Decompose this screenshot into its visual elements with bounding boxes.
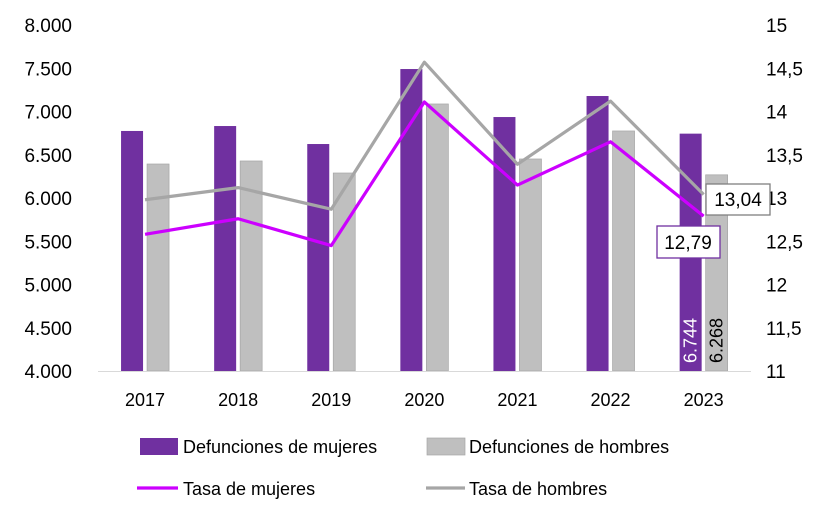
bar-mujeres	[493, 117, 516, 371]
right-tick-label: 12	[766, 276, 787, 297]
bar-hombres	[146, 163, 170, 372]
bar-hombres	[426, 103, 449, 372]
right-tick-label: 15	[766, 16, 787, 37]
x-axis-ticks: 2017 2018 2019 2020 2021 2022 2023	[125, 390, 724, 410]
bar-mujeres	[307, 144, 330, 371]
legend-label: Defunciones de hombres	[469, 437, 669, 457]
x-tick-label: 2023	[684, 390, 724, 410]
lines	[144, 60, 705, 248]
data-labels: 6.744 6.268 13,04 12,79	[656, 183, 771, 363]
right-tick-label: 11,5	[766, 319, 802, 340]
x-tick-label: 2017	[125, 390, 165, 410]
data-label-tasa-hombres-2023: 13,04	[714, 190, 762, 211]
left-tick-label: 6.000	[24, 189, 72, 210]
left-tick-label: 6.500	[24, 146, 72, 167]
bar-hombres	[519, 158, 542, 372]
x-tick-label: 2022	[591, 390, 631, 410]
legend-swatch-hombres	[426, 437, 466, 456]
line-tasa-mujeres	[144, 100, 705, 248]
data-label-tasa-mujeres-2023: 12,79	[664, 233, 712, 254]
left-axis-ticks: 4.000 4.500 5.000 5.500 6.000 6.500 7.000 7.500…	[24, 16, 72, 383]
line-tasa-hombres	[144, 60, 705, 211]
callout-box-hombres	[705, 183, 771, 216]
callout-box-mujeres	[656, 225, 721, 259]
left-tick-label: 7.000	[24, 103, 72, 124]
x-tick-label: 2019	[311, 390, 351, 410]
right-tick-label: 14,5	[766, 59, 803, 80]
bar-mujeres	[214, 126, 237, 371]
x-tick-label: 2018	[218, 390, 258, 410]
bar-mujeres	[586, 96, 609, 371]
legend: Defunciones de mujeres Defunciones de hom…	[137, 437, 669, 499]
right-tick-label: 11	[766, 362, 786, 383]
right-axis-ticks: 11 11,5 12 12,5 13 13,5 14 14,5 15	[766, 16, 803, 383]
legend-label: Tasa de mujeres	[183, 479, 315, 499]
right-tick-label: 14	[766, 103, 788, 124]
data-label-mujeres-2023: 6.744	[681, 318, 701, 363]
legend-swatch-mujeres	[140, 438, 178, 455]
left-tick-label: 8.000	[24, 16, 72, 37]
left-tick-label: 7.500	[24, 59, 72, 80]
left-tick-label: 5.500	[24, 232, 72, 253]
legend-label: Defunciones de mujeres	[183, 437, 377, 457]
x-tick-label: 2021	[497, 390, 537, 410]
data-label-hombres-2023: 6.268	[707, 318, 727, 363]
left-tick-label: 4.000	[24, 362, 72, 383]
bar-hombres	[612, 130, 635, 372]
bar-mujeres	[400, 69, 423, 371]
left-tick-label: 5.000	[24, 276, 72, 297]
right-tick-label: 13,5	[766, 146, 803, 167]
right-tick-label: 12,5	[766, 232, 803, 253]
left-tick-label: 4.500	[24, 319, 72, 340]
bars	[121, 69, 729, 372]
x-tick-label: 2020	[404, 390, 444, 410]
right-tick-label: 13	[766, 189, 787, 210]
bar-mujeres	[121, 130, 144, 371]
legend-label: Tasa de hombres	[469, 479, 607, 499]
